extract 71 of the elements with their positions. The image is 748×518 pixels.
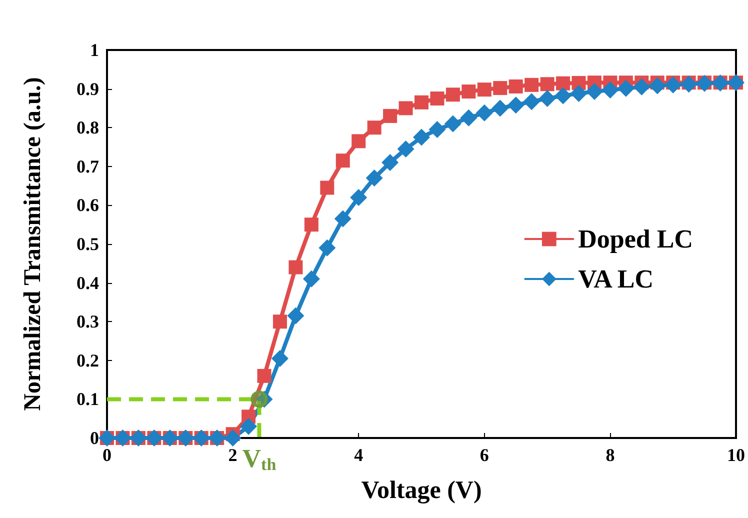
- point: [302, 270, 320, 288]
- point: [508, 79, 523, 94]
- point: [602, 81, 619, 98]
- point: [648, 77, 666, 94]
- y-axis-title: Normalized Transmittance (a.u.): [20, 77, 46, 411]
- y-tick-label: 0.3: [76, 312, 99, 332]
- point: [352, 134, 366, 148]
- point: [414, 95, 428, 110]
- point: [350, 188, 368, 206]
- point: [272, 314, 287, 329]
- point: [446, 88, 460, 102]
- point: [398, 101, 413, 116]
- point: [538, 90, 556, 107]
- point: [540, 77, 554, 92]
- y-tick-label: 0.8: [76, 118, 99, 138]
- point: [523, 93, 540, 110]
- point: [336, 154, 350, 168]
- point: [382, 154, 399, 172]
- y-tick-label: 0.5: [76, 234, 99, 254]
- point: [288, 260, 303, 274]
- point: [586, 83, 603, 100]
- y-tick-label: 0: [90, 428, 99, 448]
- x-tick-label: 2: [228, 445, 238, 465]
- x-tick-label: 6: [480, 445, 489, 465]
- point: [570, 84, 588, 102]
- point: [397, 140, 414, 158]
- point: [554, 87, 572, 104]
- point: [617, 80, 634, 97]
- point: [664, 76, 682, 94]
- point: [334, 210, 352, 228]
- point: [476, 104, 493, 122]
- point: [556, 76, 570, 90]
- y-tick-label: 0.4: [76, 272, 99, 293]
- point: [240, 418, 258, 435]
- point: [318, 239, 336, 256]
- point: [257, 368, 272, 383]
- y-tick-label: 0.6: [76, 195, 99, 216]
- point: [304, 218, 318, 232]
- y-tick-label: 0.1: [76, 389, 99, 410]
- point: [680, 76, 698, 93]
- point: [507, 96, 524, 114]
- x-tick-label: 0: [102, 445, 112, 465]
- point: [367, 120, 382, 135]
- x-tick-label: 8: [606, 445, 615, 465]
- point: [492, 100, 509, 117]
- point: [383, 108, 398, 123]
- x-axis-title: Voltage (V): [361, 477, 482, 504]
- point: [493, 81, 508, 96]
- point: [320, 180, 334, 195]
- y-tick-label: 0.2: [76, 350, 99, 370]
- point: [477, 82, 492, 97]
- point: [366, 170, 383, 187]
- y-tick-label: 1: [90, 40, 99, 60]
- x-tick-label: 10: [727, 445, 745, 465]
- point: [271, 350, 288, 367]
- y-tick-label: 0.7: [76, 156, 99, 176]
- point: [224, 430, 242, 446]
- point: [524, 78, 539, 92]
- point: [287, 307, 304, 324]
- legend-label: Doped LC: [578, 224, 694, 254]
- point: [460, 109, 478, 126]
- point: [428, 121, 446, 138]
- point: [444, 115, 462, 132]
- y-tick-label: 0.9: [76, 78, 99, 99]
- x-tick-label: 4: [354, 445, 364, 465]
- point: [633, 78, 650, 96]
- point: [413, 128, 430, 146]
- point: [462, 84, 476, 99]
- point: [430, 92, 444, 106]
- point: [256, 390, 273, 408]
- legend-label: VA LC: [578, 264, 654, 294]
